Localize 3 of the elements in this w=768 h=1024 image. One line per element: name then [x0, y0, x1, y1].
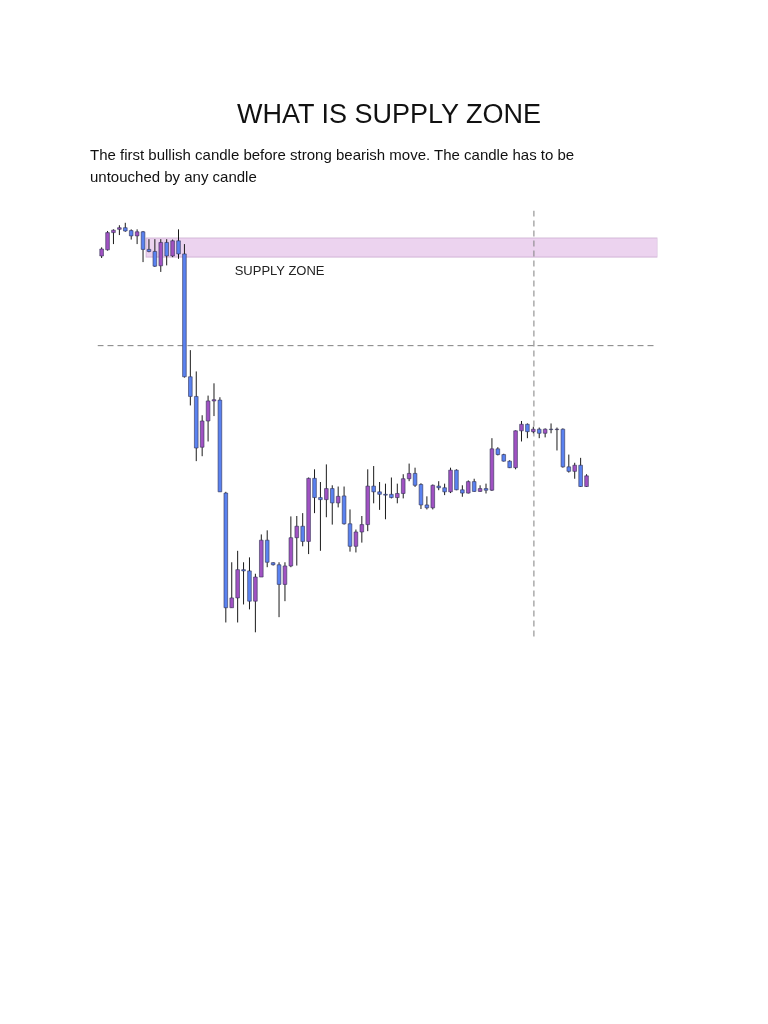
band-label: SUPPLY ZONE	[234, 262, 325, 278]
chart-title: WHAT IS SUPPLY ZONE	[236, 98, 542, 131]
chart-subtitle: The first bullish candle before strong bearish move. The candle has to be untouched by any candle	[90, 144, 576, 188]
